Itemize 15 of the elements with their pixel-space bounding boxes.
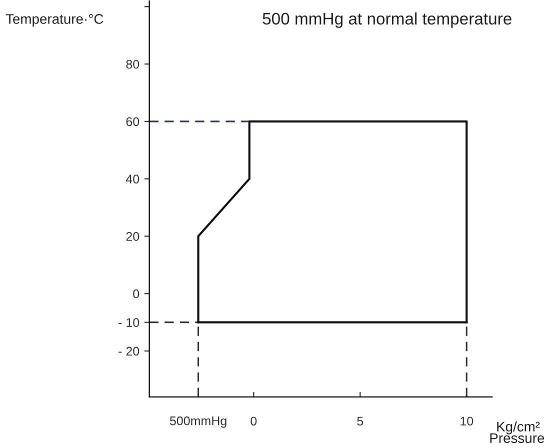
ref-line-label: 500mmHg [170, 416, 226, 428]
text: Kg/cm² [497, 421, 540, 434]
y-tick-label: 0 [133, 289, 140, 298]
y-axis-title: Temperature·°C [6, 14, 104, 27]
y-tick-label: 40 [126, 174, 140, 184]
x-tick-label: 5 [357, 416, 364, 426]
y-tick-label: - 10 [118, 318, 140, 327]
x-tick-label: 0 [250, 416, 257, 426]
y-tick-label: - 20 [118, 346, 140, 356]
x-tick-label: 10 [460, 416, 474, 426]
y-tick-label: 60 [126, 117, 140, 126]
y-tick-label: 20 [126, 232, 140, 241]
x-axis-title: Pressure [490, 433, 544, 444]
annotation: 500 mmHg at normal temperature [262, 12, 512, 28]
y-tick-label: 80 [126, 60, 140, 69]
